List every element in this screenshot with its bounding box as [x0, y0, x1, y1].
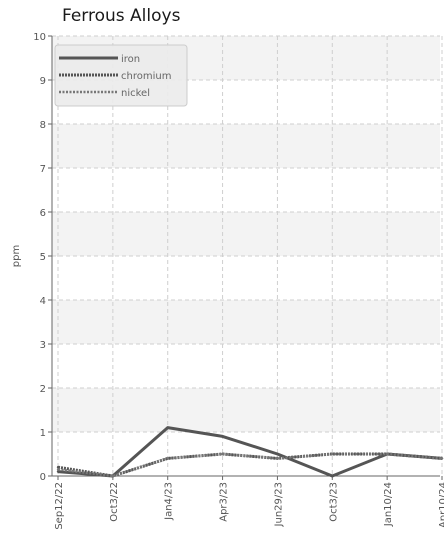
- grid-band: [52, 124, 440, 168]
- y-tick-label: 7: [40, 164, 46, 175]
- y-tick-label: 10: [33, 32, 46, 43]
- x-tick-label: Jun29/23: [273, 482, 284, 527]
- data-point-nickel: [111, 474, 115, 478]
- data-point-chromium: [56, 466, 60, 469]
- y-tick-label: 0: [40, 472, 46, 483]
- chart-title: Ferrous Alloys: [62, 6, 181, 26]
- y-tick-label: 6: [40, 208, 46, 219]
- x-tick-label: Jan10/24: [383, 482, 394, 527]
- data-point-nickel: [331, 452, 334, 456]
- x-tick-label: Oct3/23: [328, 482, 339, 522]
- grid-band: [52, 212, 440, 256]
- grid-band: [52, 300, 440, 344]
- y-axis-title: ppm: [11, 245, 22, 267]
- y-tick-label: 5: [40, 252, 46, 263]
- data-point-iron: [276, 452, 279, 456]
- y-tick-label: 9: [40, 76, 46, 87]
- legend-label-nickel: nickel: [121, 88, 150, 99]
- data-point-nickel: [440, 457, 444, 460]
- data-point-nickel: [221, 452, 224, 456]
- legend-label-chromium: chromium: [121, 71, 171, 82]
- x-tick-label: Oct3/22: [109, 482, 120, 522]
- series-line-nickel: [57, 452, 443, 478]
- y-tick-label: 8: [40, 120, 46, 131]
- data-point-iron: [56, 470, 60, 473]
- x-tick-label: Apr10/24: [438, 482, 444, 528]
- data-point-nickel: [56, 468, 60, 471]
- data-point-iron: [331, 474, 334, 478]
- data-point-nickel: [276, 457, 279, 460]
- data-point-nickel: [166, 457, 169, 460]
- legend-label-iron: iron: [121, 54, 140, 65]
- data-point-nickel: [385, 452, 389, 456]
- series-line-iron: [57, 426, 443, 478]
- series-line-chromium: [57, 452, 443, 478]
- grid-band: [52, 388, 440, 432]
- x-tick-label: Sep12/22: [54, 482, 65, 530]
- y-tick-label: 4: [40, 296, 46, 307]
- y-tick-label: 2: [40, 384, 46, 395]
- data-point-iron: [166, 426, 169, 429]
- x-tick-label: Apr3/23: [219, 482, 230, 522]
- y-tick-label: 3: [40, 340, 46, 351]
- data-point-iron: [221, 435, 224, 438]
- y-tick-label: 1: [40, 428, 46, 439]
- x-tick-label: Jan4/23: [164, 482, 175, 521]
